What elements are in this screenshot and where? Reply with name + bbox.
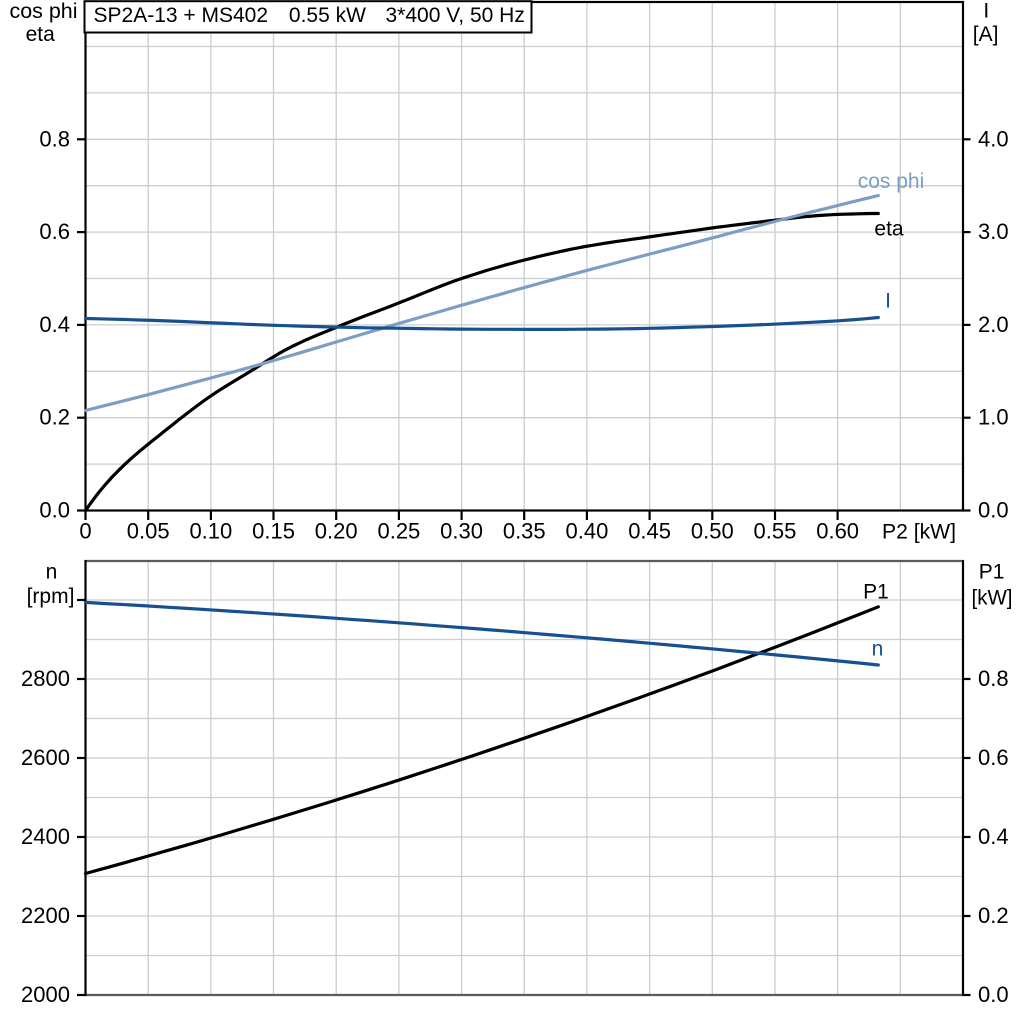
svg-text:I: I [983, 0, 989, 23]
svg-text:[A]: [A] [973, 23, 999, 46]
svg-text:0.55 kW: 0.55 kW [289, 4, 366, 27]
svg-text:0.6: 0.6 [39, 219, 70, 244]
svg-text:0.0: 0.0 [39, 498, 70, 523]
svg-text:0.15: 0.15 [252, 518, 295, 543]
svg-text:0.8: 0.8 [39, 126, 70, 151]
svg-text:0.50: 0.50 [691, 518, 734, 543]
svg-text:n: n [46, 561, 58, 584]
svg-text:3.0: 3.0 [978, 219, 1009, 244]
svg-text:SP2A-13 + MS402: SP2A-13 + MS402 [94, 4, 269, 27]
svg-text:0: 0 [79, 518, 91, 543]
svg-text:0.20: 0.20 [315, 518, 358, 543]
svg-text:4.0: 4.0 [978, 126, 1009, 151]
svg-text:2800: 2800 [21, 666, 70, 691]
svg-text:0.30: 0.30 [440, 518, 483, 543]
svg-text:P1: P1 [979, 561, 1005, 584]
svg-text:eta: eta [26, 23, 56, 46]
svg-text:I: I [885, 290, 891, 313]
svg-text:0.2: 0.2 [39, 405, 70, 430]
svg-text:P1: P1 [863, 581, 889, 604]
svg-text:0.60: 0.60 [816, 518, 859, 543]
svg-text:0.35: 0.35 [503, 518, 546, 543]
svg-text:0.05: 0.05 [127, 518, 170, 543]
svg-text:0.55: 0.55 [754, 518, 797, 543]
svg-text:2200: 2200 [21, 903, 70, 928]
svg-text:n: n [872, 638, 884, 661]
svg-text:cos phi: cos phi [10, 0, 78, 23]
svg-text:0.0: 0.0 [978, 982, 1009, 1007]
svg-text:[kW]: [kW] [972, 586, 1013, 609]
svg-text:0.4: 0.4 [39, 312, 70, 337]
svg-text:2000: 2000 [21, 982, 70, 1007]
svg-text:1.0: 1.0 [978, 405, 1009, 430]
svg-text:0.2: 0.2 [978, 903, 1009, 928]
svg-text:0.6: 0.6 [978, 745, 1009, 770]
svg-text:[rpm]: [rpm] [27, 585, 75, 608]
svg-text:2400: 2400 [21, 824, 70, 849]
svg-text:eta: eta [874, 218, 904, 241]
svg-text:2600: 2600 [21, 745, 70, 770]
svg-text:P2 [kW]: P2 [kW] [882, 520, 956, 543]
svg-text:2.0: 2.0 [978, 312, 1009, 337]
svg-text:0.40: 0.40 [566, 518, 609, 543]
svg-text:0.4: 0.4 [978, 824, 1009, 849]
svg-text:0.8: 0.8 [978, 666, 1009, 691]
svg-text:0.0: 0.0 [978, 498, 1009, 523]
svg-text:cos phi: cos phi [858, 170, 925, 193]
svg-text:0.10: 0.10 [189, 518, 232, 543]
svg-text:0.45: 0.45 [628, 518, 671, 543]
svg-text:3*400 V, 50 Hz: 3*400 V, 50 Hz [386, 4, 525, 27]
svg-text:0.25: 0.25 [377, 518, 420, 543]
